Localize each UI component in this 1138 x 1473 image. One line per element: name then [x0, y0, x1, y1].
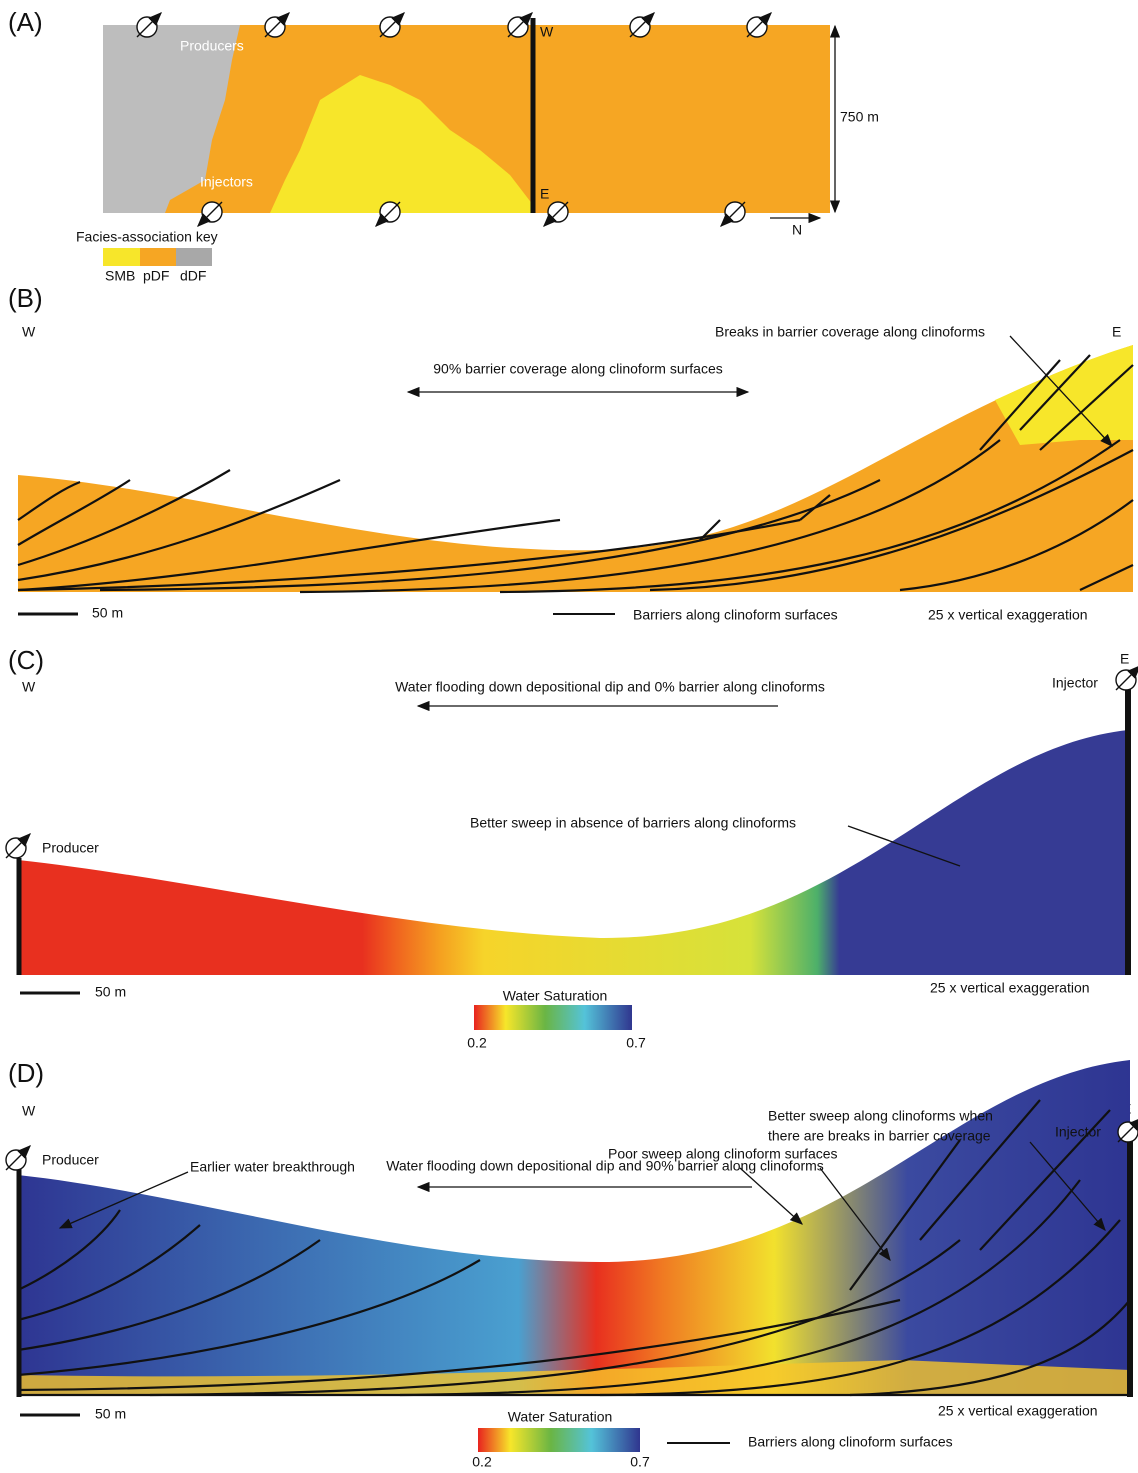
annotation: 90% barrier coverage along clinoform sur… [433, 361, 722, 377]
west-label: W [540, 24, 554, 40]
west-label: W [22, 324, 36, 340]
east-label: E [1112, 324, 1121, 340]
producers-label: Producers [180, 38, 244, 54]
injector-label: Injector [1055, 1124, 1101, 1140]
colorbar-min: 0.2 [467, 1035, 487, 1051]
east-label: E [1120, 651, 1129, 667]
annotation: Breaks in barrier coverage along clinofo… [715, 324, 985, 340]
colorbar [474, 1005, 632, 1030]
annotation: there are breaks in barrier coverage [768, 1128, 991, 1144]
panel-label: (B) [8, 283, 43, 313]
exaggeration-label: 25 x vertical exaggeration [938, 1403, 1098, 1419]
key-label: SMB [105, 268, 135, 284]
north-label: N [792, 222, 802, 238]
panel-label: (C) [8, 645, 44, 675]
panel-d: (D) W E Injector Producer Better sweep a… [6, 1058, 1138, 1470]
annotation: Water flooding down depositional dip and… [395, 679, 825, 695]
panel-a: (A) Producers Injectors W E 750 m N Faci… [8, 7, 879, 284]
figure: (A) Producers Injectors W E 750 m N Faci… [0, 0, 1138, 1473]
shape [103, 248, 140, 266]
scale-label: 50 m [95, 984, 126, 1000]
panel-label: (D) [8, 1058, 44, 1088]
colorbar-max: 0.7 [626, 1035, 646, 1051]
colorbar [478, 1428, 640, 1452]
well-symbol [6, 1146, 30, 1170]
annotation: Better sweep along clinoforms when [768, 1108, 993, 1124]
panel-label: (A) [8, 7, 43, 37]
colorbar-title: Water Saturation [503, 988, 608, 1004]
colorbar-title: Water Saturation [508, 1409, 613, 1425]
annotation: Better sweep in absence of barriers alon… [470, 815, 796, 831]
annotation: Earlier water breakthrough [190, 1159, 355, 1175]
colorbar-min: 0.2 [472, 1454, 492, 1470]
injector-label: Injector [1052, 675, 1098, 691]
shape [176, 248, 212, 266]
line [740, 1168, 802, 1224]
west-label: W [22, 679, 36, 695]
key-label: pDF [143, 268, 169, 284]
panel-b: (B) W E Breaks in barrier coverage along… [8, 283, 1133, 623]
section [18, 730, 1128, 975]
producer-label: Producer [42, 840, 99, 856]
producer-label: Producer [42, 1152, 99, 1168]
scale-label: 50 m [95, 1406, 126, 1422]
legend-label: Barriers along clinoform surfaces [748, 1434, 953, 1450]
key-title: Facies-association key [76, 229, 218, 245]
exaggeration-label: 25 x vertical exaggeration [928, 607, 1088, 623]
panel-c: (C) W E Injector Producer Water flooding… [6, 645, 1138, 1051]
shape [140, 248, 176, 266]
width-label: 750 m [840, 109, 879, 125]
annotation: Poor sweep along clinoform surfaces [608, 1146, 838, 1162]
exaggeration-label: 25 x vertical exaggeration [930, 980, 1090, 996]
legend-label: Barriers along clinoform surfaces [633, 607, 838, 623]
well-symbol [1116, 666, 1138, 690]
key-label: dDF [180, 268, 206, 284]
scale-label: 50 m [92, 605, 123, 621]
east-label: E [540, 186, 549, 202]
colorbar-max: 0.7 [630, 1454, 650, 1470]
west-label: W [22, 1103, 36, 1119]
injectors-label: Injectors [200, 174, 253, 190]
well-symbol [6, 834, 30, 858]
